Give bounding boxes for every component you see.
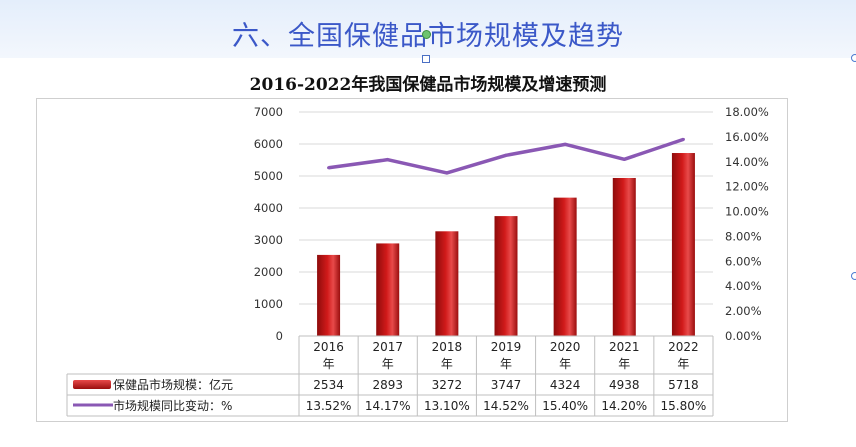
- x-tick-label: 2017: [372, 340, 403, 354]
- y-left-tick-label: 5000: [254, 169, 283, 183]
- data-label: 13.52%: [306, 399, 352, 413]
- legend-key-bar: [73, 380, 111, 389]
- y-right-tick-label: 6.00%: [725, 254, 762, 268]
- x-tick-label: 2016: [313, 340, 344, 354]
- chart-svg: 0 1000 2000 3000 4000 5000 6000 7000 0.00% 2.00% 4…: [66, 105, 769, 417]
- resize-handle-icon[interactable]: [422, 55, 430, 63]
- y-left-tick-label: 2000: [254, 265, 283, 279]
- line-point: [563, 142, 567, 146]
- bar: [553, 197, 577, 336]
- x-tick-label: 年: [382, 357, 394, 371]
- data-label: 14.20%: [601, 399, 647, 413]
- legend-label: 保健品市场规模：亿元: [113, 377, 233, 392]
- bar: [435, 231, 459, 336]
- y-left-tick-label: 4000: [254, 201, 283, 215]
- x-tick-label: 2022: [668, 340, 699, 354]
- chart-frame: 0 1000 2000 3000 4000 5000 6000 7000 0.00% 2.00% 4…: [36, 98, 788, 422]
- y-left-tick-label: 7000: [254, 105, 283, 119]
- y-right-tick-label: 14.00%: [725, 155, 769, 169]
- y-left-tick-label: 1000: [254, 297, 283, 311]
- y-right-tick-label: 8.00%: [725, 229, 762, 243]
- data-label: 2534: [313, 378, 344, 392]
- x-tick-label: 年: [323, 357, 335, 371]
- x-tick-label: 年: [677, 357, 689, 371]
- data-label: 3272: [432, 378, 463, 392]
- y-left-tick-label: 6000: [254, 137, 283, 151]
- data-label: 14.52%: [483, 399, 529, 413]
- bar: [494, 216, 518, 336]
- x-tick-label: 2018: [432, 340, 463, 354]
- line-point: [327, 166, 331, 170]
- y-right-tick-label: 4.00%: [725, 279, 762, 293]
- data-label: 4324: [550, 378, 581, 392]
- x-tick-label: 2021: [609, 340, 640, 354]
- bar: [376, 243, 400, 336]
- data-label: 3747: [491, 378, 522, 392]
- y-right-tick-label: 2.00%: [725, 304, 762, 318]
- line-point: [445, 171, 449, 175]
- bar: [317, 254, 341, 336]
- y-right-tick-label: 12.00%: [725, 180, 769, 194]
- legend-label: 市场规模同比变动：%: [113, 398, 232, 413]
- x-tick-label: 年: [441, 357, 453, 371]
- y-right-tick-label: 10.00%: [725, 205, 769, 219]
- data-label: 2893: [372, 378, 403, 392]
- bar: [612, 177, 636, 336]
- data-label: 15.40%: [542, 399, 588, 413]
- bar: [671, 153, 695, 336]
- line-point: [504, 153, 508, 157]
- slide-header: [0, 0, 856, 58]
- data-label: 15.80%: [661, 399, 707, 413]
- edge-handle-icon[interactable]: [851, 54, 856, 62]
- line-point: [681, 137, 685, 141]
- y-right-tick-label: 0.00%: [725, 329, 762, 343]
- line-point: [622, 157, 626, 161]
- data-label: 4938: [609, 378, 640, 392]
- data-label: 5718: [668, 378, 699, 392]
- data-label: 13.10%: [424, 399, 470, 413]
- y-left-tick-label: 0: [276, 329, 283, 343]
- x-tick-label: 年: [559, 357, 571, 371]
- y-left-tick-label: 3000: [254, 233, 283, 247]
- chart-title: 2016-2022年我国保健品市场规模及增速预测: [249, 75, 607, 95]
- x-tick-label: 2019: [491, 340, 522, 354]
- edge-handle-icon[interactable]: [851, 272, 856, 280]
- line-point: [386, 158, 390, 162]
- y-right-tick-label: 18.00%: [725, 105, 769, 119]
- rotation-handle-icon[interactable]: [422, 30, 431, 39]
- data-label: 14.17%: [365, 399, 411, 413]
- y-right-tick-label: 16.00%: [725, 130, 769, 144]
- x-tick-label: 2020: [550, 340, 581, 354]
- x-tick-label: 年: [500, 357, 512, 371]
- x-tick-label: 年: [618, 357, 630, 371]
